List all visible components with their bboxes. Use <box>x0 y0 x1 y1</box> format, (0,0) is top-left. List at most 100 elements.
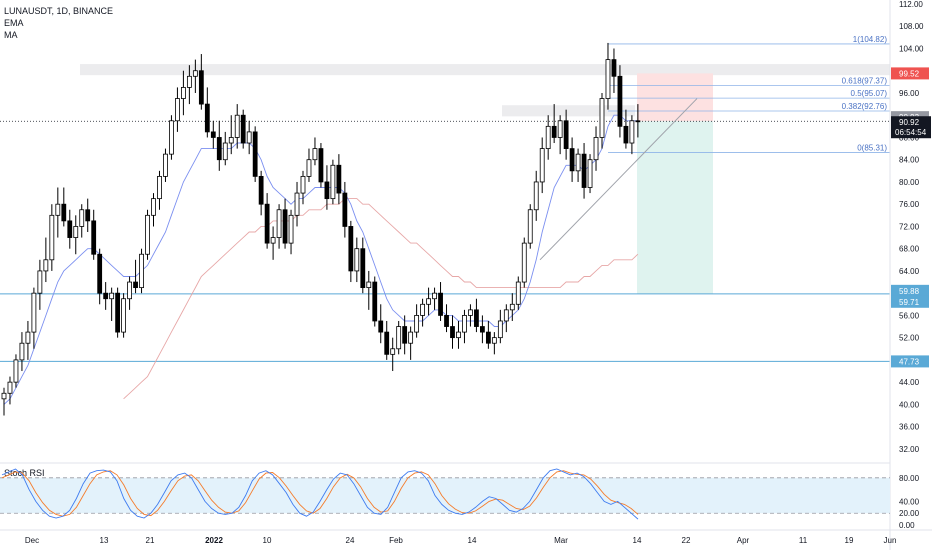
candle[interactable] <box>264 193 270 249</box>
candle[interactable] <box>55 187 61 238</box>
take-profit-zone[interactable] <box>637 121 713 294</box>
candle[interactable] <box>456 320 461 349</box>
candle[interactable] <box>228 115 234 155</box>
candle[interactable] <box>7 376 13 405</box>
candle[interactable] <box>629 115 635 155</box>
candle[interactable] <box>175 87 180 132</box>
candle[interactable] <box>569 137 575 182</box>
candle[interactable] <box>396 320 402 355</box>
candle[interactable] <box>372 276 378 327</box>
candle[interactable] <box>468 304 473 327</box>
candle[interactable] <box>533 170 539 221</box>
candle[interactable] <box>97 248 103 305</box>
candle[interactable] <box>509 293 515 321</box>
candle[interactable] <box>145 209 150 260</box>
candle[interactable] <box>288 209 294 255</box>
candle[interactable] <box>545 115 551 160</box>
candle[interactable] <box>180 70 186 116</box>
candle[interactable] <box>1 387 7 416</box>
candle[interactable] <box>25 320 31 360</box>
candle[interactable] <box>192 59 198 93</box>
candle[interactable] <box>282 198 288 249</box>
candle[interactable] <box>623 109 629 149</box>
candle[interactable] <box>73 215 79 255</box>
stoch-rsi-label[interactable]: Stoch RSI <box>4 468 45 478</box>
candle[interactable] <box>551 104 557 144</box>
candle[interactable] <box>539 137 545 194</box>
level-badge[interactable] <box>891 284 929 297</box>
candle[interactable] <box>635 104 641 138</box>
candle[interactable] <box>67 209 73 249</box>
candle[interactable] <box>121 293 126 338</box>
candle[interactable] <box>13 354 19 388</box>
candle[interactable] <box>222 131 228 166</box>
candle[interactable] <box>366 270 372 310</box>
candle[interactable] <box>324 165 330 210</box>
candle[interactable] <box>450 315 455 349</box>
candle[interactable] <box>186 65 192 105</box>
candle[interactable] <box>151 193 156 227</box>
candle[interactable] <box>61 187 67 227</box>
candle[interactable] <box>557 115 563 155</box>
candle[interactable] <box>240 109 246 149</box>
candle[interactable] <box>581 143 587 199</box>
candle[interactable] <box>378 304 384 344</box>
candle[interactable] <box>216 120 222 171</box>
candle[interactable] <box>163 148 168 182</box>
candle[interactable] <box>414 304 420 338</box>
candle[interactable] <box>521 237 527 288</box>
candle[interactable] <box>593 126 599 171</box>
candle[interactable] <box>252 126 258 182</box>
level-badge[interactable] <box>891 295 929 308</box>
candle[interactable] <box>234 104 240 149</box>
candle[interactable] <box>37 259 43 310</box>
candle[interactable] <box>426 287 431 316</box>
candle[interactable] <box>587 154 593 194</box>
candle[interactable] <box>348 220 354 283</box>
candle[interactable] <box>306 148 312 182</box>
candle[interactable] <box>318 143 324 188</box>
candle[interactable] <box>79 204 85 238</box>
candle[interactable] <box>115 287 121 338</box>
candle[interactable] <box>354 237 360 283</box>
candle[interactable] <box>133 259 138 294</box>
candle[interactable] <box>563 109 569 160</box>
stop-price-badge[interactable] <box>891 67 929 80</box>
candle[interactable] <box>402 315 408 355</box>
stop-loss-zone[interactable] <box>637 73 713 122</box>
candle[interactable] <box>474 298 479 333</box>
supply-zone[interactable] <box>80 64 890 76</box>
candle[interactable] <box>479 315 485 344</box>
candle[interactable] <box>408 326 414 360</box>
candle[interactable] <box>294 181 300 227</box>
trendline[interactable] <box>539 98 698 261</box>
ma-legend[interactable]: MA <box>4 30 18 40</box>
candle[interactable] <box>485 320 491 349</box>
candle[interactable] <box>611 48 617 93</box>
candle[interactable] <box>497 309 503 344</box>
candle[interactable] <box>43 237 49 283</box>
candle[interactable] <box>270 226 276 260</box>
candle[interactable] <box>204 87 210 138</box>
candle[interactable] <box>575 148 581 182</box>
candle[interactable] <box>103 282 109 310</box>
candle[interactable] <box>109 287 115 321</box>
candle[interactable] <box>312 137 318 166</box>
candle[interactable] <box>617 65 623 138</box>
candle[interactable] <box>210 120 216 149</box>
candle[interactable] <box>49 204 55 271</box>
candle[interactable] <box>19 332 25 372</box>
ema-legend[interactable]: EMA <box>4 18 24 28</box>
candle[interactable] <box>438 282 443 321</box>
candle[interactable] <box>599 92 605 149</box>
candle[interactable] <box>444 304 449 333</box>
candle[interactable] <box>360 237 366 294</box>
level-badge[interactable] <box>891 355 929 368</box>
candle[interactable] <box>432 287 437 310</box>
symbol-title[interactable]: LUNAUSDT, 1D, BINANCE <box>4 6 114 16</box>
candle[interactable] <box>515 276 521 310</box>
candle[interactable] <box>336 154 342 205</box>
last-price-badge[interactable] <box>891 116 931 139</box>
candle[interactable] <box>605 42 611 110</box>
